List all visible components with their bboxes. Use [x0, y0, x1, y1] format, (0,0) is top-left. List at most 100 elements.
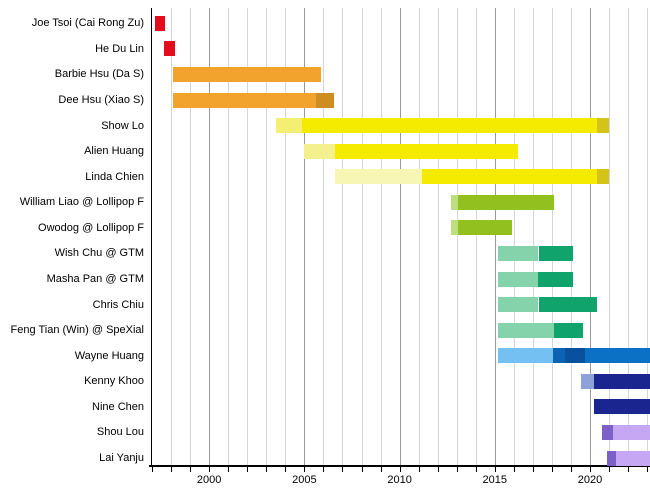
timeline-bar-segment [497, 348, 553, 364]
row-label: Kenny Khoo [84, 375, 144, 388]
timeline-bar-segment [275, 118, 303, 134]
minor-gridline [323, 8, 325, 465]
x-axis-line [149, 465, 650, 467]
minor-gridline [380, 8, 382, 465]
minor-gridline [456, 8, 458, 465]
y-axis-line [150, 8, 152, 466]
row-label: Lai Yanju [99, 452, 144, 464]
x-axis-tick [494, 466, 496, 472]
x-axis-tick [399, 466, 401, 472]
row-label: Show Lo [101, 119, 144, 132]
x-axis-tick [609, 466, 611, 472]
x-axis-tick [304, 466, 306, 472]
row-label: Dee Hsu (Xiao S) [58, 94, 144, 106]
minor-gridline [475, 8, 477, 465]
row-label: William Liao @ Lollipop F [19, 196, 144, 209]
x-axis-tick [513, 466, 515, 472]
x-axis-tick [475, 466, 477, 472]
timeline-bar-segment [334, 143, 518, 159]
timeline-bar-segment [615, 450, 650, 466]
x-axis-tick [418, 466, 420, 472]
timeline-bar-segment [553, 322, 584, 338]
row-label: Alien Huang [84, 145, 144, 158]
x-axis-tick [285, 466, 287, 472]
timeline-bar-segment [302, 118, 597, 134]
x-axis-tick [171, 466, 172, 472]
timeline-bar-segment [585, 348, 650, 364]
row-label: Masha Pan @ GTM [46, 273, 144, 285]
timeline-bar-segment [334, 169, 423, 185]
x-axis-tick [456, 466, 458, 472]
x-axis-tick-label: 2015 [482, 474, 508, 486]
minor-gridline [361, 8, 363, 465]
x-axis-tick [551, 466, 553, 472]
timeline-bar-segment [596, 118, 610, 134]
row-label: Wish Chu @ GTM [54, 247, 144, 260]
major-gridline [209, 8, 211, 465]
minor-gridline [571, 8, 572, 465]
timeline-bar-segment [315, 92, 334, 108]
major-gridline [304, 8, 306, 465]
timeline-bar-segment [596, 169, 610, 185]
row-label: He Du Lin [95, 42, 144, 55]
timeline-bar-segment [538, 245, 573, 261]
timeline-bar-segment [451, 220, 458, 236]
x-axis-tick [628, 466, 630, 472]
x-axis-tick-label: 2010 [387, 474, 412, 486]
x-axis-tick [437, 466, 439, 472]
x-axis-tick [228, 466, 230, 472]
major-gridline [590, 8, 591, 465]
x-axis-tick [342, 466, 344, 472]
timeline-bar-segment [457, 220, 512, 236]
timeline-bar-segment [497, 245, 539, 261]
row-label: Nine Chen [92, 400, 144, 413]
minor-gridline [418, 8, 420, 465]
minor-gridline [513, 8, 515, 465]
x-axis-tick [380, 466, 382, 472]
minor-gridline [437, 8, 439, 465]
timeline-bar-segment [497, 322, 554, 338]
x-axis-tick [152, 466, 153, 472]
minor-gridline [532, 8, 534, 465]
row-label: Joe Tsoi (Cai Rong Zu) [31, 17, 144, 30]
minor-gridline [342, 8, 344, 465]
timeline-bar-segment [497, 271, 538, 287]
timeline-bar-segment [451, 194, 458, 210]
row-label: Owodog @ Lollipop F [38, 221, 144, 234]
timeline-bar-segment [457, 194, 554, 210]
row-label: Shou Lou [96, 426, 144, 439]
x-axis-tick-label: 2020 [577, 474, 603, 486]
x-axis-tick [647, 466, 649, 472]
timeline-bar-segment [154, 15, 166, 31]
row-label: Feng Tian (Win) @ SpeXial [10, 324, 144, 337]
timeline-bar-segment [304, 143, 335, 159]
x-axis-tick [266, 466, 268, 472]
timeline-bar-segment [593, 373, 650, 389]
row-label: Chris Chiu [92, 298, 144, 311]
x-axis-tick [590, 466, 591, 472]
x-axis-tick [247, 466, 249, 472]
timeline-bar-segment [172, 92, 316, 108]
timeline-bar-segment [593, 399, 650, 415]
x-axis-tick [209, 466, 211, 472]
timeline-bar-segment [565, 348, 586, 364]
row-label: Linda Chien [85, 170, 144, 183]
timeline-bar-segment [602, 424, 613, 440]
timeline-bar-segment [164, 41, 175, 57]
timeline-bar-segment [422, 169, 597, 185]
timeline-bar-segment [172, 66, 322, 82]
minor-gridline [647, 8, 649, 465]
x-axis-tick [361, 466, 363, 472]
x-axis-tick-label: 2005 [292, 474, 317, 486]
minor-gridline [266, 8, 268, 465]
x-axis-tick [571, 466, 572, 472]
row-label: Wayne Huang [74, 349, 144, 362]
minor-gridline [228, 8, 230, 465]
x-axis-tick [323, 466, 325, 472]
x-axis-tick-label: 2000 [196, 474, 222, 486]
minor-gridline [551, 8, 553, 465]
minor-gridline [285, 8, 287, 465]
minor-gridline [628, 8, 630, 465]
timeline-bar-segment [612, 424, 650, 440]
timeline-bar-segment [581, 373, 594, 389]
